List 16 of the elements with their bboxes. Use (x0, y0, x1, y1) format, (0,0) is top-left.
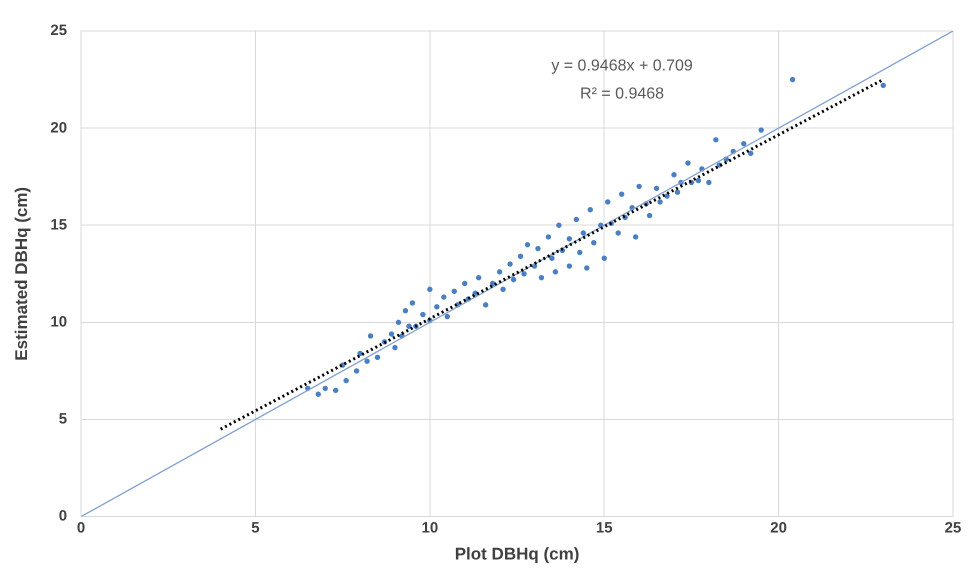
annotation: y = 0.9468x + 0.709 (551, 57, 693, 74)
y-tick-label: 10 (50, 314, 68, 330)
x-tick-label: 0 (76, 520, 86, 537)
x-tick-label: 5 (251, 520, 260, 537)
y-tick-label: 20 (50, 119, 68, 136)
y-tick-label: 25 (50, 22, 68, 40)
x-tick-label: 15 (596, 520, 613, 537)
x-axis-title: Plot DBHq (cm) (454, 544, 580, 564)
y-tick-label: 5 (58, 410, 68, 428)
x-tick-label: 20 (770, 520, 787, 537)
x-tick-label: 10 (422, 520, 438, 537)
annotation: R² = 0.9468 (580, 85, 664, 102)
y-tick-label: 0 (58, 508, 68, 525)
y-axis-title: Estimated DBHq (cm) (12, 186, 31, 361)
y-tick-label: 15 (50, 216, 68, 234)
x-tick-label: 25 (944, 520, 962, 537)
